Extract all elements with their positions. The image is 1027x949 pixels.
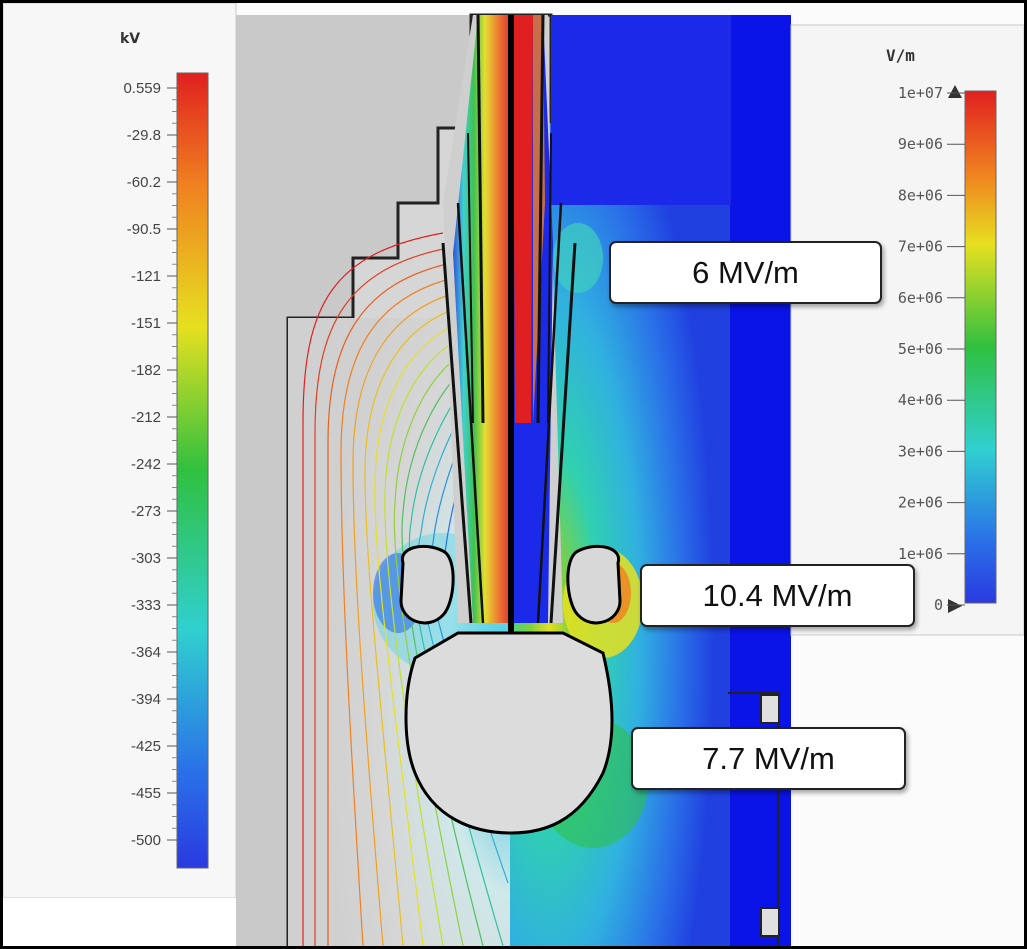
field-tick-label: 2e+06 (898, 494, 943, 512)
field-tick-label: 4e+06 (898, 391, 943, 409)
potential-tick-label: -60.2 (127, 174, 161, 191)
potential-tick-label: -394 (131, 691, 161, 708)
potential-tick-label: -242 (131, 456, 161, 473)
field-tick-label: 7e+06 (898, 238, 943, 256)
potential-tick-label: -500 (131, 832, 161, 849)
potential-tick-label: 0.559 (123, 80, 161, 97)
field-unit: V/m (886, 46, 915, 65)
potential-tick-label: -29.8 (127, 127, 161, 144)
callout-upper-field: 6 MV/m (609, 241, 882, 304)
potential-unit: kV (120, 31, 140, 47)
potential-tick-label: -151 (131, 315, 161, 332)
potential-tick-label: -364 (131, 644, 161, 661)
potential-tick-label: -425 (131, 738, 161, 755)
field-tick-label: 6e+06 (898, 289, 943, 307)
callout-middle-field: 10.4 MV/m (640, 564, 915, 627)
potential-tick-label: -212 (131, 409, 161, 426)
potential-tick-label: -121 (131, 268, 161, 285)
potential-tick-label: -182 (131, 362, 161, 379)
field-tick-label: 3e+06 (898, 442, 943, 460)
potential-tick-label: -455 (131, 785, 161, 802)
simulation-svg: 0.559 -29.8 -60.2 -90.5 -121 -151 -182 -212 -242… (3, 3, 1024, 946)
potential-tick-label: -273 (131, 503, 161, 520)
field-tick-label: 5e+06 (898, 340, 943, 358)
potential-tick-label: -90.5 (127, 221, 161, 238)
callout-lower-field: 7.7 MV/m (631, 727, 906, 790)
field-tick-label: 8e+06 (898, 186, 943, 204)
field-tick-label: 1e+06 (898, 545, 943, 563)
field-tick-label: 1e+07 (898, 84, 943, 102)
potential-tick-label: -303 (131, 550, 161, 567)
legend-gap (3, 898, 236, 946)
potential-tick-label: -333 (131, 597, 161, 614)
field-tick-label: 9e+06 (898, 135, 943, 153)
field-tick-label: 0 (934, 596, 943, 614)
